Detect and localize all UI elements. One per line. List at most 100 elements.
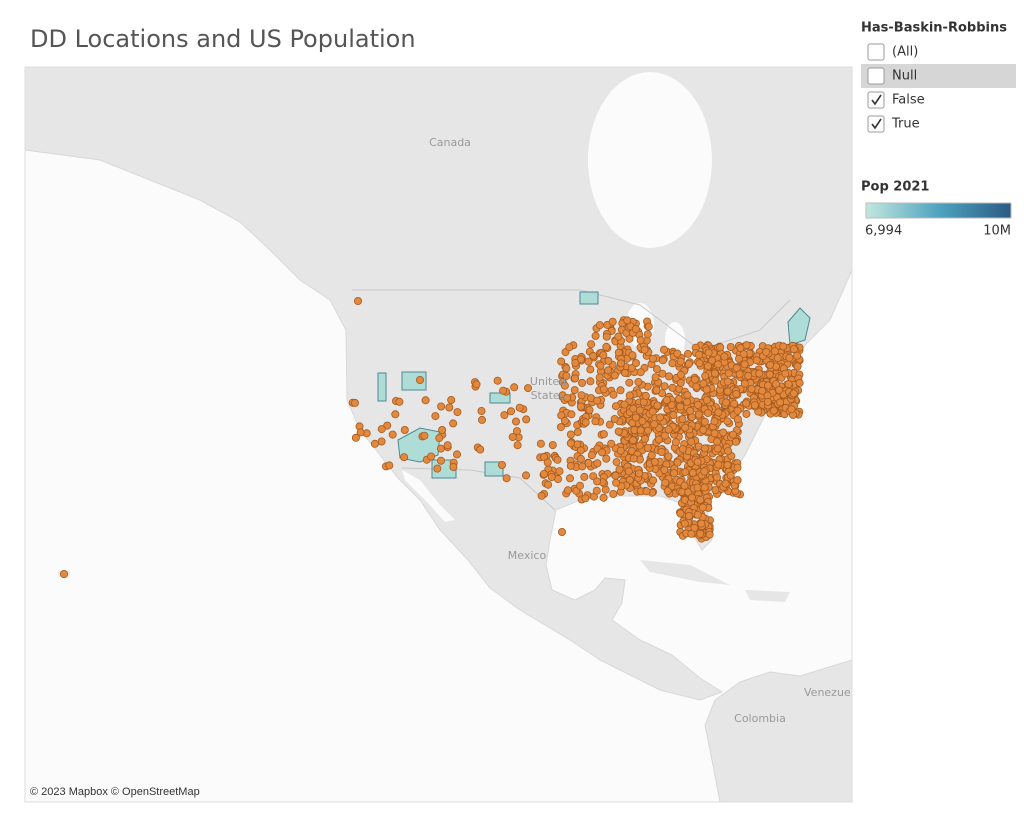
location-dot — [687, 437, 696, 446]
location-dot — [497, 460, 506, 469]
location-dot — [762, 348, 771, 357]
location-dot — [557, 411, 566, 420]
location-dot — [676, 378, 685, 387]
location-dot — [522, 471, 531, 480]
location-dot — [581, 494, 590, 503]
location-dot — [649, 476, 658, 485]
location-dot — [631, 325, 640, 334]
location-dot — [436, 444, 445, 453]
location-dot — [632, 413, 641, 422]
location-dot — [620, 368, 629, 377]
location-dot — [700, 467, 709, 476]
checkbox[interactable] — [867, 67, 885, 85]
map-label: United — [530, 375, 566, 388]
location-dot — [602, 342, 611, 351]
location-dot — [377, 437, 386, 446]
location-dot — [553, 455, 562, 464]
location-dot — [513, 441, 522, 450]
location-dot — [510, 383, 519, 392]
filter-option[interactable]: Null — [892, 69, 917, 84]
location-dot — [636, 336, 645, 345]
location-dot — [711, 485, 720, 494]
location-dot — [694, 400, 703, 409]
location-dot — [704, 348, 713, 357]
location-dot — [608, 317, 617, 326]
location-dot — [655, 435, 664, 444]
location-dot — [644, 426, 653, 435]
location-dot — [452, 450, 461, 459]
location-dot — [647, 451, 656, 460]
location-dot — [702, 385, 711, 394]
checkbox[interactable] — [867, 91, 885, 109]
location-dot — [596, 361, 605, 370]
location-dot — [599, 493, 608, 502]
location-dot — [684, 359, 693, 368]
cuba — [640, 560, 730, 585]
location-dot — [733, 463, 742, 472]
location-dot — [377, 425, 386, 434]
location-dot — [642, 487, 651, 496]
south-america — [704, 659, 852, 802]
filter-title: Has-Baskin-Robbins — [861, 21, 1007, 36]
checkmark — [871, 94, 882, 106]
filter-option[interactable]: False — [892, 93, 925, 108]
population-region — [377, 372, 387, 402]
location-dot — [476, 445, 485, 454]
location-dot — [779, 342, 788, 351]
map-label: Venezue — [804, 686, 851, 699]
location-dot — [696, 529, 705, 538]
location-dot — [548, 441, 557, 450]
location-dot — [674, 394, 683, 403]
location-dot — [566, 461, 575, 470]
location-dot — [472, 380, 481, 389]
location-dot — [785, 353, 794, 362]
location-dot — [763, 397, 772, 406]
filter-option[interactable]: True — [891, 117, 920, 132]
location-dot — [589, 351, 598, 360]
location-dot — [662, 396, 671, 405]
location-dot — [667, 401, 676, 410]
location-dot — [453, 408, 462, 417]
checkbox[interactable] — [867, 43, 885, 61]
location-dot — [683, 391, 692, 400]
location-dot — [612, 458, 621, 467]
location-dot — [610, 371, 619, 380]
location-dot — [789, 389, 798, 398]
location-dot — [680, 519, 689, 528]
location-dot — [609, 489, 618, 498]
location-dot — [676, 357, 685, 366]
location-dot — [697, 519, 706, 528]
location-dot — [650, 457, 659, 466]
location-dot — [722, 398, 731, 407]
location-dot — [629, 436, 638, 445]
color-ramp — [865, 202, 1012, 219]
location-dot — [436, 456, 445, 465]
location-dot — [710, 429, 719, 438]
checkmark — [871, 118, 882, 130]
location-dot — [629, 454, 638, 463]
map-label: Canada — [429, 136, 471, 149]
location-dot — [604, 366, 613, 375]
location-dot — [775, 385, 784, 394]
location-dot — [607, 439, 616, 448]
location-dot — [714, 408, 723, 417]
location-dot — [502, 474, 511, 483]
location-dot — [736, 344, 745, 353]
location-dot — [400, 425, 409, 434]
checkbox[interactable] — [867, 115, 885, 133]
location-dot — [595, 321, 604, 330]
location-dot — [391, 410, 400, 419]
location-dot — [641, 434, 650, 443]
hispaniola — [745, 590, 790, 602]
location-dot — [713, 437, 722, 446]
location-dot — [668, 383, 677, 392]
location-dot — [611, 402, 620, 411]
location-dot — [720, 352, 729, 361]
location-dot — [565, 343, 574, 352]
location-dot — [710, 369, 719, 378]
location-dot — [694, 410, 703, 419]
filter-option[interactable]: (All) — [892, 45, 918, 60]
location-dot — [636, 426, 645, 435]
location-dot — [665, 372, 674, 381]
location-dot — [370, 439, 379, 448]
